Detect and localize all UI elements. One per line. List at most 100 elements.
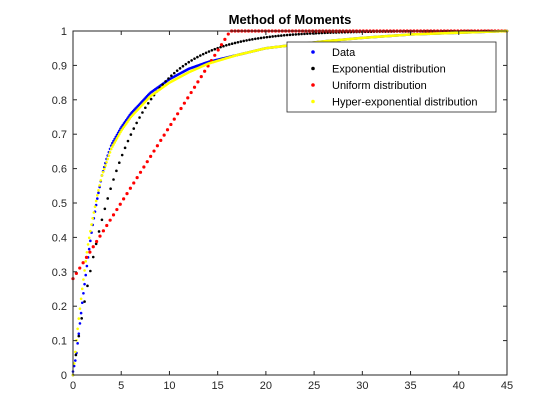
series-2 bbox=[71, 29, 507, 281]
x-tick-label: 15 bbox=[212, 380, 224, 392]
data-point bbox=[181, 64, 185, 68]
y-tick-label: 0.9 bbox=[52, 60, 67, 72]
data-point bbox=[122, 197, 126, 201]
legend-marker bbox=[311, 83, 315, 87]
y-tick-label: 1 bbox=[61, 26, 67, 38]
data-point bbox=[251, 38, 254, 41]
data-point bbox=[179, 106, 183, 111]
data-point bbox=[282, 34, 286, 37]
data-point bbox=[87, 247, 91, 251]
data-point bbox=[190, 59, 193, 62]
data-point bbox=[144, 106, 147, 110]
data-point bbox=[90, 223, 93, 226]
data-point bbox=[306, 32, 309, 35]
data-point bbox=[94, 199, 98, 203]
data-point bbox=[74, 359, 77, 362]
data-point bbox=[129, 133, 133, 136]
data-point bbox=[225, 44, 228, 47]
y-tick-label: 0.7 bbox=[52, 129, 67, 141]
data-point bbox=[97, 189, 100, 192]
data-point bbox=[107, 154, 111, 157]
data-point bbox=[314, 31, 318, 35]
data-point bbox=[98, 184, 101, 187]
data-point bbox=[97, 230, 101, 233]
x-tick-label: 10 bbox=[163, 380, 175, 392]
data-point bbox=[79, 297, 83, 301]
data-point bbox=[285, 33, 289, 37]
data-point bbox=[219, 43, 224, 47]
data-point bbox=[196, 55, 199, 59]
y-tick-label: 0.6 bbox=[52, 164, 67, 176]
legend-entry: Uniform distribution bbox=[332, 80, 427, 92]
data-point bbox=[175, 69, 179, 72]
data-point bbox=[100, 218, 104, 222]
data-point bbox=[138, 116, 141, 119]
data-point bbox=[146, 101, 150, 105]
data-point bbox=[159, 138, 163, 142]
data-point bbox=[113, 141, 116, 144]
x-tick-label: 0 bbox=[70, 380, 76, 392]
y-tick-label: 0.5 bbox=[52, 198, 67, 210]
data-point bbox=[135, 176, 139, 180]
data-point bbox=[265, 35, 269, 39]
data-point bbox=[91, 245, 95, 249]
data-point bbox=[105, 160, 108, 164]
data-point bbox=[91, 255, 95, 259]
data-point bbox=[106, 157, 110, 161]
data-point bbox=[106, 197, 110, 200]
data-point bbox=[280, 34, 283, 37]
data-point bbox=[233, 41, 237, 45]
data-point bbox=[108, 218, 112, 222]
data-point bbox=[117, 161, 121, 165]
data-point bbox=[132, 127, 136, 130]
ticks-layer: 0 5 10 15 20 25 30 35 40 45 0 0.1 0.2 0.3 0.4 0.5 0.6 0.7… bbox=[52, 26, 513, 392]
data-point bbox=[199, 74, 203, 79]
data-point bbox=[128, 186, 132, 190]
data-point bbox=[230, 42, 234, 45]
data-point bbox=[145, 160, 149, 164]
x-tick-label: 45 bbox=[501, 380, 513, 392]
data-point bbox=[86, 284, 89, 288]
data-point bbox=[196, 80, 200, 84]
data-point bbox=[259, 36, 263, 40]
data-point bbox=[115, 207, 119, 212]
data-point bbox=[223, 37, 227, 41]
data-point bbox=[74, 353, 78, 357]
legend-marker bbox=[311, 50, 315, 54]
y-tick-label: 0.2 bbox=[52, 301, 67, 313]
data-point bbox=[72, 362, 76, 365]
data-point bbox=[210, 49, 214, 52]
x-tick-label: 40 bbox=[453, 380, 465, 392]
data-point bbox=[115, 137, 119, 140]
data-point bbox=[135, 121, 138, 125]
data-point bbox=[300, 32, 303, 36]
data-point bbox=[189, 90, 193, 95]
data-point bbox=[81, 261, 85, 265]
data-point bbox=[161, 83, 164, 86]
data-point bbox=[80, 301, 84, 305]
legend-items: Data Exponential distribution Uniform dist… bbox=[311, 47, 478, 109]
data-point bbox=[123, 146, 127, 150]
data-point bbox=[89, 269, 92, 273]
data-point bbox=[112, 143, 115, 146]
data-point bbox=[112, 178, 115, 181]
y-tick-label: 0.8 bbox=[52, 95, 67, 107]
data-point bbox=[95, 239, 99, 244]
data-point bbox=[101, 170, 105, 174]
data-point bbox=[77, 332, 81, 336]
data-point bbox=[91, 216, 94, 220]
data-point bbox=[72, 364, 76, 368]
data-point bbox=[74, 271, 78, 275]
x-tick-label: 5 bbox=[118, 380, 124, 392]
data-point bbox=[74, 350, 77, 354]
data-point bbox=[83, 269, 86, 272]
legend-entry: Data bbox=[332, 47, 356, 59]
data-point bbox=[104, 164, 107, 167]
data-point bbox=[99, 179, 103, 182]
data-point bbox=[84, 255, 89, 260]
data-point bbox=[216, 48, 220, 52]
data-point bbox=[84, 260, 88, 263]
data-point bbox=[118, 202, 122, 206]
data-point bbox=[271, 35, 274, 38]
